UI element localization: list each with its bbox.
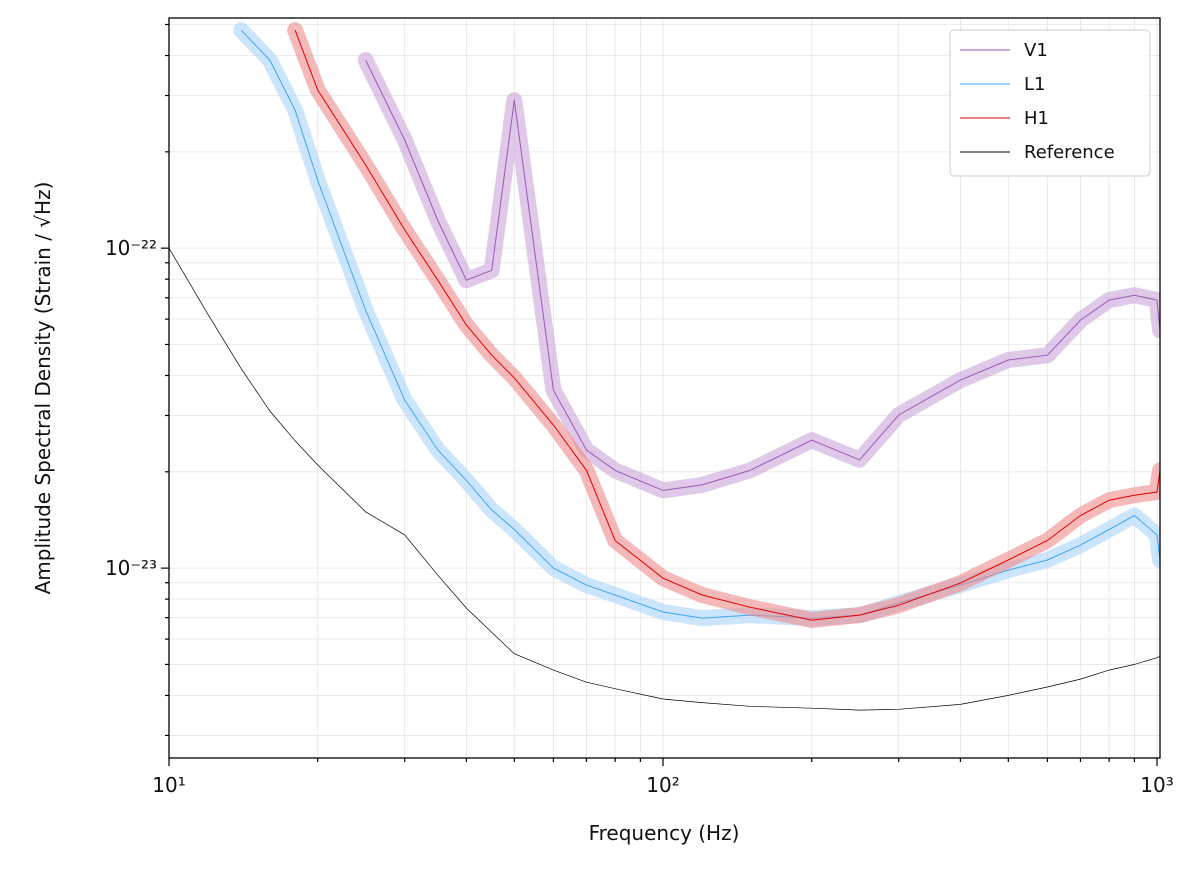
series-line <box>365 59 1160 491</box>
x-tick-label: 10² <box>646 773 679 797</box>
legend-box <box>949 29 1151 177</box>
series-line <box>294 30 1160 621</box>
x-tick-label: 10¹ <box>152 773 185 797</box>
y-axis-label: Amplitude Spectral Density (Strain / √Hz… <box>31 182 55 595</box>
x-axis-label: Frequency (Hz) <box>589 821 740 845</box>
y-tick-label: 10⁻²² <box>105 236 157 260</box>
series-line <box>169 248 1160 711</box>
legend-label: L1 <box>1024 74 1045 95</box>
y-tick-label: 10⁻²³ <box>105 556 157 580</box>
axis-layer: 10¹ 10² 10³ 10⁻²³ 10⁻²² <box>105 23 1174 797</box>
legend-label: H1 <box>1024 108 1049 129</box>
legend: V1 L1 H1 Reference <box>949 29 1151 177</box>
legend-label: Reference <box>1024 142 1115 163</box>
x-tick-label: 10³ <box>1140 773 1173 797</box>
legend-label: V1 <box>1024 40 1048 61</box>
series-line <box>240 29 1160 619</box>
plot-frame <box>168 17 1161 759</box>
data-layer <box>169 22 1160 711</box>
